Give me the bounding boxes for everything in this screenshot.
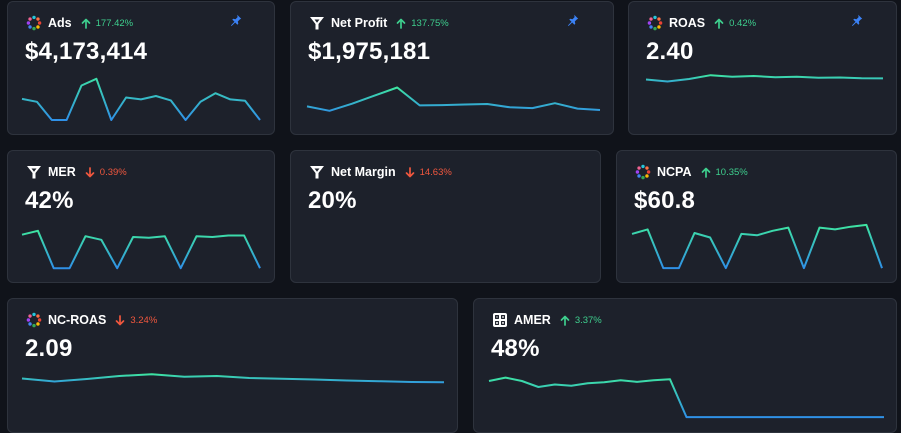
sparkline-series	[21, 77, 261, 121]
metric-card-roas[interactable]: ROAS 0.42% 2.40	[628, 1, 897, 135]
multicolor-dots-icon	[647, 15, 663, 31]
metric-header: ROAS 0.42%	[647, 15, 756, 31]
sparkline-chart	[21, 373, 445, 384]
metric-value: 42%	[25, 187, 74, 214]
metric-header: Net Profit 137.75%	[309, 15, 449, 31]
metric-value: 20%	[308, 187, 357, 214]
funnel-logo-icon	[26, 164, 42, 180]
metric-header: NCPA 10.35%	[635, 164, 748, 180]
metric-value: $1,975,181	[308, 38, 431, 65]
metric-header: Ads 177.42%	[26, 15, 133, 31]
arrow-down-icon	[405, 166, 415, 178]
multicolor-dots-icon	[635, 164, 651, 180]
arrow-up-icon	[714, 18, 724, 29]
metric-card-net-profit[interactable]: Net Profit 137.75% $1,975,181	[290, 1, 614, 135]
arrow-down-icon	[115, 314, 125, 326]
metric-card-nc-roas[interactable]: NC-ROAS 3.24% 2.09	[7, 298, 458, 433]
metric-change: 3.24%	[130, 314, 158, 326]
metric-header: MER 0.39%	[26, 164, 127, 180]
metric-title: AMER	[514, 313, 551, 327]
pin-icon[interactable]	[851, 14, 863, 26]
metric-change: 10.35%	[715, 166, 748, 178]
sparkline-chart	[631, 223, 883, 270]
metric-title: MER	[48, 165, 76, 179]
arrow-up-icon	[560, 315, 570, 326]
funnel-logo-icon	[309, 164, 325, 180]
sparkline-series	[631, 223, 883, 270]
sparkline-series	[306, 86, 601, 112]
metric-change: 177.42%	[95, 17, 134, 29]
metric-card-net-margin[interactable]: Net Margin 14.63% 20%	[290, 150, 601, 283]
metric-value: 2.40	[646, 38, 694, 65]
sparkline-series	[645, 74, 884, 83]
metric-change: 0.39%	[99, 166, 127, 178]
arrow-up-icon	[701, 167, 711, 178]
metric-header: Net Margin 14.63%	[309, 164, 452, 180]
metric-header: NC-ROAS 3.24%	[26, 312, 157, 328]
sparkline-chart	[488, 376, 884, 419]
sparkline-series	[488, 376, 884, 419]
metric-change: 14.63%	[419, 166, 452, 178]
metric-change: 3.37%	[574, 314, 602, 326]
metric-change: 137.75%	[411, 17, 449, 29]
metric-change: 0.42%	[729, 17, 757, 29]
sparkline-chart	[306, 86, 601, 112]
sparkline-series	[21, 373, 445, 384]
metric-header: AMER 3.37%	[492, 312, 602, 328]
metric-title: Ads	[48, 16, 72, 30]
sparkline-series	[21, 229, 261, 270]
metric-card-ncpa[interactable]: NCPA 10.35% $60.8	[616, 150, 897, 283]
metric-value: 2.09	[25, 335, 73, 362]
metric-value: $4,173,414	[25, 38, 148, 65]
metric-value: $60.8	[634, 187, 696, 214]
metric-card-ads[interactable]: Ads 177.42% $4,173,414	[7, 1, 275, 135]
metric-title: NC-ROAS	[48, 313, 107, 327]
funnel-logo-icon	[309, 15, 325, 31]
metric-card-amer[interactable]: AMER 3.37% 48%	[473, 298, 897, 433]
arrow-down-icon	[85, 166, 95, 178]
metric-title: NCPA	[657, 165, 692, 179]
sparkline-chart	[21, 77, 261, 121]
metric-card-mer[interactable]: MER 0.39% 42%	[7, 150, 275, 283]
multicolor-dots-icon	[26, 15, 42, 31]
metric-title: ROAS	[669, 16, 706, 30]
arrow-up-icon	[81, 18, 91, 29]
metric-title: Net Profit	[331, 16, 388, 30]
sparkline-chart	[21, 229, 261, 270]
arrow-up-icon	[396, 18, 406, 29]
calculator-icon	[492, 312, 508, 328]
metric-title: Net Margin	[331, 165, 396, 179]
pin-icon[interactable]	[230, 14, 242, 26]
multicolor-dots-icon	[26, 312, 42, 328]
metric-value: 48%	[491, 335, 540, 362]
pin-icon[interactable]	[567, 14, 579, 26]
sparkline-chart	[645, 74, 884, 83]
